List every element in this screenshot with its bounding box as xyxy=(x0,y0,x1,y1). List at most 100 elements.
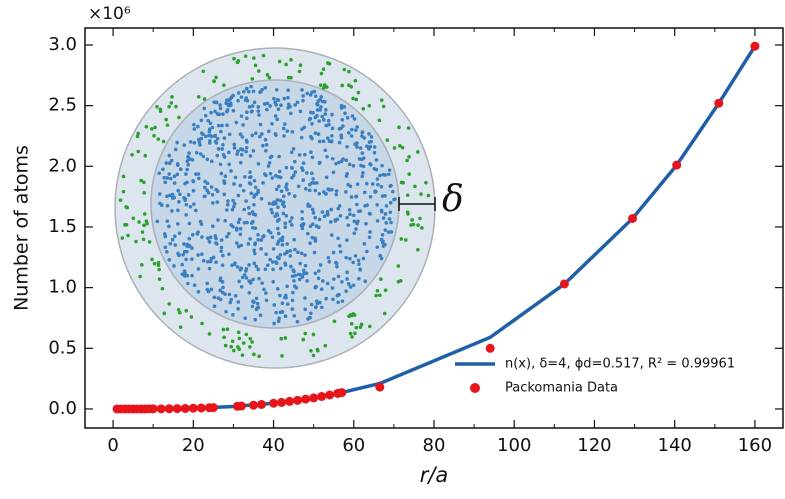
inset-dot xyxy=(278,198,283,203)
inset-dot xyxy=(170,237,175,242)
inset-dot xyxy=(239,95,244,99)
inset-dot xyxy=(172,181,177,185)
inset-dot xyxy=(274,103,278,107)
inset-dot xyxy=(264,291,268,295)
inset-dot xyxy=(219,238,224,242)
inset-dot xyxy=(285,302,290,306)
inset-dot xyxy=(297,69,302,74)
inset-dot xyxy=(424,180,428,185)
inset-dot xyxy=(172,195,177,200)
inset-dot xyxy=(355,125,359,129)
inset-dot xyxy=(321,279,325,283)
inset-dot xyxy=(316,225,321,230)
inset-dot xyxy=(407,172,411,176)
inset-dot xyxy=(253,63,258,68)
inset-dot xyxy=(142,212,147,216)
inset-dot xyxy=(277,316,281,321)
inset-dot xyxy=(227,231,231,236)
inset-dot xyxy=(313,94,318,98)
x-tick-label: 160 xyxy=(738,435,772,456)
inset-dot xyxy=(316,348,320,353)
inset-dot xyxy=(239,243,244,248)
inset-dot xyxy=(379,256,384,261)
inset-dot xyxy=(303,307,307,312)
data-point xyxy=(269,398,279,408)
inset-dot xyxy=(139,178,143,183)
inset-dot xyxy=(271,200,276,205)
inset-dot xyxy=(203,185,207,190)
inset-dot xyxy=(201,132,205,137)
inset-dot xyxy=(248,170,252,174)
inset-dot xyxy=(316,269,321,273)
inset-dot xyxy=(280,310,285,314)
inset-dot xyxy=(236,307,240,311)
inset-dot xyxy=(313,115,318,120)
inset-dot xyxy=(379,237,384,242)
inset-dot xyxy=(285,242,289,246)
inset-dot xyxy=(278,237,283,242)
inset-dot xyxy=(283,122,287,126)
y-tick-label: 0.5 xyxy=(48,337,77,358)
inset-dot xyxy=(324,108,328,112)
inset-dot xyxy=(216,123,221,128)
inset-dot xyxy=(374,293,378,298)
inset-dot xyxy=(178,192,182,197)
inset-dot xyxy=(121,189,126,194)
inset-dot xyxy=(273,173,278,178)
inset-dot xyxy=(253,185,258,190)
inset-dot xyxy=(218,103,222,107)
inset-dot xyxy=(349,322,354,326)
data-point xyxy=(208,403,218,413)
inset-dot xyxy=(264,173,268,178)
inset-dot xyxy=(226,103,231,108)
inset-dot xyxy=(237,336,242,341)
inset-dot xyxy=(274,260,278,264)
inset-dot xyxy=(175,140,179,145)
inset-dot xyxy=(256,238,260,242)
inset-dot xyxy=(286,75,291,80)
inset-dot xyxy=(360,151,365,155)
inset-dot xyxy=(285,249,289,254)
inset-dot xyxy=(190,273,194,278)
inset-dot xyxy=(222,179,226,183)
inset-dot xyxy=(268,104,272,108)
data-point xyxy=(188,403,198,413)
inset-dot xyxy=(147,240,152,244)
inset-dot xyxy=(214,141,219,145)
inset-dot xyxy=(220,263,225,267)
inset-dot xyxy=(358,325,363,329)
inset-dot xyxy=(357,157,362,161)
inset-dot xyxy=(272,303,277,307)
inset-dot xyxy=(349,195,354,199)
inset-dot xyxy=(305,279,309,283)
inset-dot xyxy=(276,319,281,324)
inset-dot xyxy=(205,281,210,286)
inset-dot xyxy=(345,215,349,220)
inset-dot xyxy=(175,222,180,226)
inset-dot xyxy=(213,234,218,238)
inset-dot xyxy=(194,172,198,176)
inset-dot xyxy=(350,127,354,132)
inset-dot xyxy=(222,83,226,87)
inset-dot xyxy=(302,271,306,276)
inset-dot xyxy=(225,123,229,128)
inset-dot xyxy=(351,312,356,316)
inset-dot xyxy=(160,203,164,207)
inset-dot xyxy=(244,332,249,337)
inset-dot xyxy=(222,192,227,197)
inset-dot xyxy=(155,104,159,109)
inset-dot xyxy=(172,264,176,268)
inset-dot xyxy=(283,252,287,256)
inset-dot xyxy=(297,277,302,282)
inset-dot xyxy=(324,123,329,128)
inset-dot xyxy=(331,170,336,175)
inset-dot xyxy=(346,182,350,187)
inset-dot xyxy=(257,113,261,117)
inset-dot xyxy=(262,234,266,238)
inset-dot xyxy=(262,287,266,292)
inset-dot xyxy=(229,344,234,349)
inset-dot xyxy=(388,184,392,188)
data-point xyxy=(248,400,258,410)
inset-dot xyxy=(173,147,178,152)
inset-dot xyxy=(353,331,357,336)
